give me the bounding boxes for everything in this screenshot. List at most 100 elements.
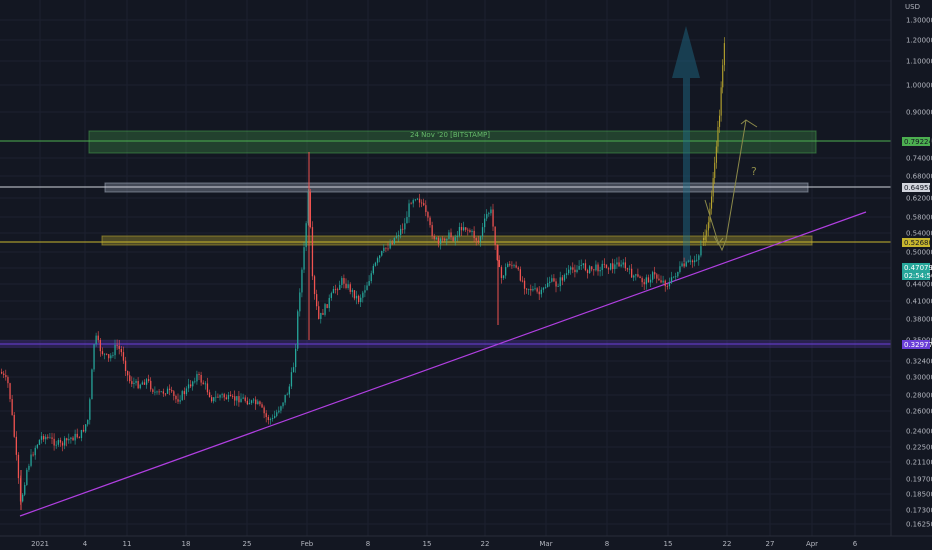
candle-body	[202, 382, 204, 385]
candle-body	[282, 402, 284, 407]
candle-body	[194, 381, 196, 383]
svg-text:0.64958: 0.64958	[904, 184, 932, 192]
candle-body	[515, 265, 517, 268]
candle-body	[379, 255, 381, 259]
candle-body	[652, 272, 654, 280]
candle-body	[553, 278, 555, 282]
time-tick-label: 27	[766, 540, 775, 548]
time-tick-label: 8	[605, 540, 609, 548]
candle-body	[215, 396, 217, 398]
candle-body	[339, 284, 341, 290]
candle-body	[584, 263, 587, 271]
candle-body	[93, 344, 95, 370]
candle-body	[74, 433, 76, 441]
candle-body	[322, 312, 324, 315]
time-tick-label: 22	[723, 540, 732, 548]
candle-body	[622, 262, 624, 265]
candle-body	[498, 259, 500, 268]
candle-body	[286, 394, 288, 396]
candle-body	[528, 288, 530, 290]
candle-body	[95, 335, 97, 345]
candle-body	[374, 262, 377, 266]
candle-body	[423, 203, 425, 206]
candle-body	[540, 289, 542, 295]
svg-text:0.32977: 0.32977	[904, 341, 932, 349]
candle-body	[43, 436, 45, 440]
candle-body	[156, 391, 158, 393]
candle-body	[507, 263, 509, 268]
candle-body	[320, 312, 322, 319]
candle-body	[431, 225, 433, 237]
candle-body	[3, 373, 5, 375]
candle-body	[696, 259, 698, 261]
candle-body	[408, 203, 410, 218]
candle-body	[267, 417, 269, 420]
candle-body	[561, 277, 563, 281]
top-zone-label: 24 Nov '20 [BITSTAMP]	[410, 131, 490, 139]
candle-body	[227, 394, 230, 400]
time-tick-label: 6	[853, 540, 858, 548]
candle-body	[318, 306, 320, 319]
candle-body	[469, 230, 471, 232]
svg-text:0.79224: 0.79224	[904, 138, 932, 146]
candle-body	[30, 454, 32, 466]
candle-body	[406, 217, 408, 224]
candle-body	[610, 263, 612, 270]
candle-body	[68, 438, 70, 441]
candle-body	[557, 286, 559, 287]
candle-body	[351, 290, 353, 292]
candle-body	[305, 223, 307, 248]
candle-body	[175, 395, 177, 400]
question-mark-annotation: ?	[751, 165, 757, 178]
rising-trendline[interactable]	[19, 211, 867, 517]
candle-body	[253, 399, 255, 401]
candle-body	[190, 384, 192, 387]
candle-body	[410, 203, 412, 205]
candle-body	[242, 397, 244, 399]
candle-body	[358, 295, 360, 303]
candle-body	[513, 265, 515, 267]
candle-body	[110, 355, 112, 359]
candle-body	[385, 247, 387, 249]
candle-body	[538, 291, 540, 295]
candle-body	[145, 379, 148, 385]
candle-body	[101, 351, 104, 354]
svg-text:0.47079: 0.47079	[904, 264, 932, 272]
candle-body	[456, 235, 458, 238]
candle-body	[250, 400, 253, 403]
candle-body	[179, 400, 181, 402]
candle-body	[477, 240, 479, 242]
time-tick-label: 18	[182, 540, 191, 548]
candle-body	[595, 264, 597, 271]
candle-body	[601, 263, 603, 270]
candle-body	[160, 391, 162, 393]
candle-body	[328, 297, 330, 309]
candle-body	[229, 394, 232, 396]
candle-body	[80, 429, 83, 439]
candle-body	[427, 212, 429, 218]
projected-candle-body	[712, 178, 714, 197]
candle-body	[649, 279, 652, 283]
candle-body	[141, 382, 143, 385]
candle-body	[418, 198, 421, 203]
candle-body	[295, 348, 297, 368]
candle-body	[580, 265, 582, 267]
candle-body	[542, 287, 545, 290]
candle-body	[689, 260, 692, 262]
candle-body	[353, 290, 356, 299]
candle-body	[450, 232, 452, 238]
candle-body	[244, 397, 246, 401]
candle-body	[547, 283, 549, 288]
candle-body	[488, 213, 490, 215]
candle-body	[169, 388, 171, 391]
candle-body	[55, 444, 57, 446]
candle-body	[72, 437, 74, 441]
candle-body	[662, 280, 664, 283]
candle-body	[120, 349, 122, 353]
candle-body	[259, 401, 261, 405]
candle-body	[137, 381, 139, 389]
candle-body	[345, 283, 347, 288]
